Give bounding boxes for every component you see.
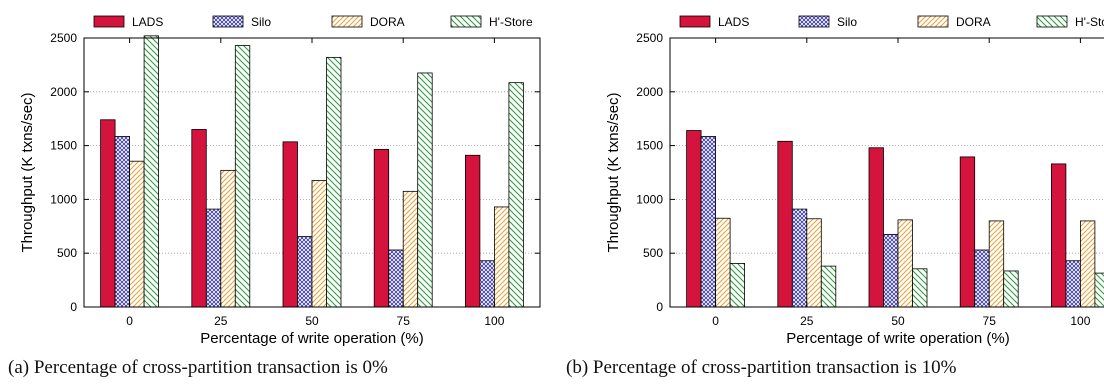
- y-tick-label: 500: [57, 246, 77, 260]
- legend-label-lads: LADS: [718, 15, 749, 29]
- y-tick-label: 500: [643, 246, 663, 260]
- y-tick-label: 2000: [50, 85, 77, 99]
- bar-h-store-0: [143, 35, 160, 308]
- bar-dora-0: [715, 217, 731, 308]
- bar-silo-75: [388, 249, 404, 308]
- y-tick-label: 1500: [50, 139, 77, 153]
- x-tick-label: 25: [214, 314, 228, 328]
- bar-silo-25: [791, 208, 808, 308]
- chart-panel-b: 0 500 1000 1500 2000 2500 0 25 50 75 100 Percentage…: [552, 0, 1104, 392]
- bar-h-store-25: [234, 45, 251, 308]
- bar-dora-50: [897, 219, 913, 308]
- legend-swatch-silo: [798, 15, 830, 28]
- bar-silo-25: [205, 208, 222, 308]
- y-tick-label: 2500: [636, 31, 663, 45]
- legend-swatch-h-store: [1036, 15, 1068, 28]
- y-axis-label: Throughput (K txns/sec): [19, 92, 36, 252]
- bar-lads-75: [959, 156, 976, 308]
- bar-lads-0: [686, 130, 702, 308]
- legend-swatch-lads: [679, 15, 711, 28]
- y-tick-label: 0: [70, 300, 77, 314]
- x-axis-label: Percentage of write operation (%): [200, 330, 423, 347]
- y-axis-label: Throughput (K txns/sec): [605, 92, 622, 252]
- bar-silo-50: [883, 233, 899, 308]
- legend-swatch-dora: [917, 15, 949, 28]
- bar-dora-100: [493, 206, 510, 308]
- chart-b: 0 500 1000 1500 2000 2500 0 25 50 75 100 Percentage…: [605, 15, 1104, 347]
- legend-label-silo: Silo: [837, 15, 857, 29]
- legend-label-dora: DORA: [956, 15, 991, 29]
- legend-label-h-store: H'-Store: [1075, 15, 1104, 29]
- x-tick-label: 50: [305, 314, 319, 328]
- bar-silo-75: [974, 249, 990, 308]
- bar-h-store-75: [417, 72, 433, 308]
- legend-label-lads: LADS: [132, 15, 163, 29]
- caption-b: (b) Percentage of cross-partition transa…: [566, 357, 957, 378]
- bar-lads-75: [373, 148, 390, 308]
- legend-swatch-dora: [331, 15, 363, 28]
- bar-h-store-75: [1003, 270, 1019, 308]
- bar-dora-100: [1080, 220, 1096, 308]
- bar-silo-100: [1065, 260, 1081, 308]
- x-tick-label: 100: [1070, 314, 1090, 328]
- bar-h-store-50: [912, 268, 928, 308]
- x-tick-label: 100: [484, 314, 504, 328]
- bar-silo-100: [479, 260, 495, 308]
- bar-lads-25: [191, 129, 207, 308]
- x-tick-label: 75: [397, 314, 411, 328]
- x-tick-label: 0: [712, 314, 719, 328]
- bar-dora-50: [311, 180, 327, 308]
- y-tick-label: 0: [656, 300, 663, 314]
- bar-lads-50: [868, 147, 884, 308]
- y-tick-label: 2500: [50, 31, 77, 45]
- bar-dora-75: [988, 220, 1005, 308]
- y-tick-label: 1500: [636, 139, 663, 153]
- bar-lads-100: [1050, 163, 1067, 308]
- bar-dora-25: [220, 169, 236, 308]
- legend-label-dora: DORA: [370, 15, 405, 29]
- bar-h-store-100: [508, 82, 524, 308]
- bar-dora-25: [806, 218, 822, 308]
- y-tick-label: 2000: [636, 85, 663, 99]
- bar-h-store-100: [1094, 272, 1104, 308]
- legend-swatch-lads: [93, 15, 125, 28]
- legend-label-silo: Silo: [251, 15, 271, 29]
- chart-a: 0 500 1000 1500 2000 2500 0 25 50 75 100 Percentage…: [19, 15, 541, 347]
- x-tick-label: 75: [983, 314, 997, 328]
- y-tick-label: 1000: [50, 192, 77, 206]
- x-tick-label: 0: [126, 314, 133, 328]
- bar-dora-0: [129, 160, 145, 308]
- legend-swatch-h-store: [450, 15, 482, 28]
- bar-lads-50: [282, 141, 298, 308]
- bar-dora-75: [402, 190, 419, 308]
- y-tick-label: 1000: [636, 192, 663, 206]
- caption-a: (a) Percentage of cross-partition transa…: [8, 357, 388, 378]
- bar-h-store-25: [820, 265, 837, 308]
- bar-lads-100: [464, 154, 481, 308]
- x-tick-label: 50: [891, 314, 905, 328]
- x-tick-label: 25: [800, 314, 814, 328]
- bar-h-store-50: [326, 56, 342, 308]
- bar-silo-50: [297, 236, 313, 308]
- bar-lads-25: [777, 140, 793, 308]
- bar-h-store-0: [729, 263, 746, 308]
- x-axis-label: Percentage of write operation (%): [786, 330, 1009, 347]
- bar-silo-0: [114, 136, 130, 308]
- bar-silo-0: [700, 136, 717, 308]
- legend-swatch-silo: [212, 15, 244, 28]
- chart-panel-a: 0 500 1000 1500 2000 2500 0 25 50 75 100 Percentage…: [8, 15, 541, 378]
- legend-label-h-store: H'-Store: [489, 15, 533, 29]
- bar-lads-0: [100, 119, 116, 308]
